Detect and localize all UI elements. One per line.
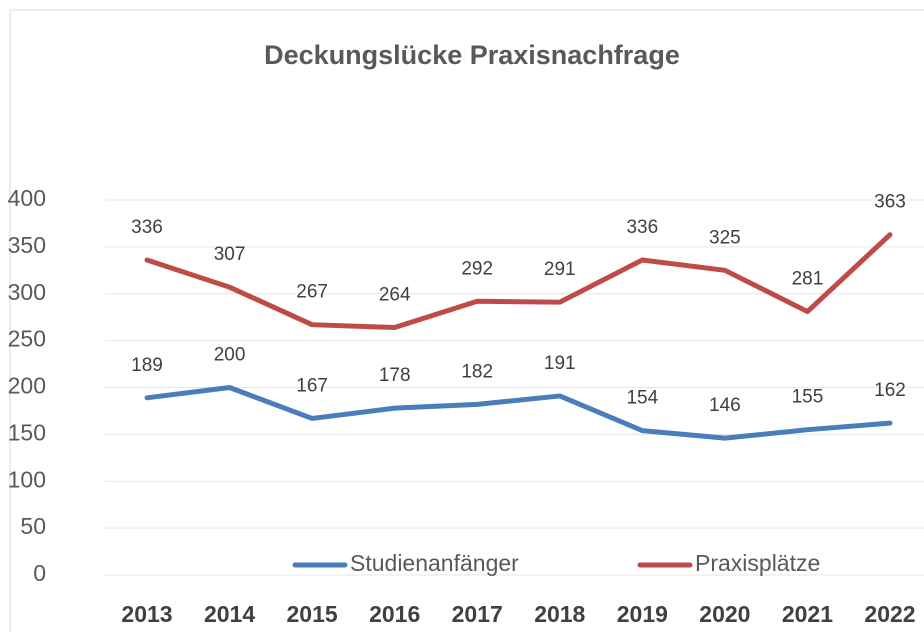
x-tick-label: 2019 [617, 601, 668, 627]
chart-title: Deckungslücke Praxisnachfrage [264, 40, 680, 70]
data-label: 191 [544, 353, 576, 374]
data-label: 292 [461, 258, 493, 279]
y-tick-label: 350 [8, 232, 46, 258]
series-line [144, 385, 893, 441]
y-tick-label: 50 [20, 513, 46, 539]
data-label: 363 [874, 192, 906, 213]
x-tick-label: 2013 [121, 601, 172, 627]
data-label: 189 [131, 355, 163, 376]
legend-label: Praxisplätze [695, 550, 820, 576]
data-label: 336 [131, 217, 163, 238]
x-tick-label: 2017 [452, 601, 503, 627]
x-tick-label: 2014 [204, 601, 255, 627]
data-label: 264 [379, 285, 411, 306]
y-tick-label: 150 [8, 419, 46, 445]
y-tick-label: 200 [8, 373, 46, 399]
data-label: 267 [296, 282, 328, 303]
x-tick-label: 2022 [864, 601, 915, 627]
y-tick-label: 100 [8, 466, 46, 492]
data-label: 162 [874, 380, 906, 401]
data-label: 307 [214, 244, 246, 265]
x-tick-label: 2015 [287, 601, 338, 627]
data-label: 178 [379, 365, 411, 386]
y-tick-label: 300 [8, 279, 46, 305]
x-tick-label: 2018 [534, 601, 585, 627]
data-label: 200 [214, 345, 246, 366]
data-label: 336 [626, 217, 658, 238]
data-label: 167 [296, 375, 328, 396]
data-label: 146 [709, 395, 741, 416]
y-tick-label: 400 [8, 185, 46, 211]
y-tick-label: 0 [33, 560, 46, 586]
data-label: 182 [461, 361, 493, 382]
y-tick-label: 250 [8, 326, 46, 352]
data-label: 291 [544, 259, 576, 280]
data-label: 281 [792, 269, 824, 290]
x-tick-label: 2016 [369, 601, 420, 627]
data-label: 325 [709, 227, 741, 248]
data-label: 155 [792, 387, 824, 408]
x-tick-label: 2020 [699, 601, 750, 627]
series-line [144, 232, 893, 330]
chart-frame [9, 9, 924, 632]
x-tick-label: 2021 [782, 601, 833, 627]
data-label: 154 [626, 388, 658, 409]
legend-label: Studienanfänger [350, 550, 519, 576]
